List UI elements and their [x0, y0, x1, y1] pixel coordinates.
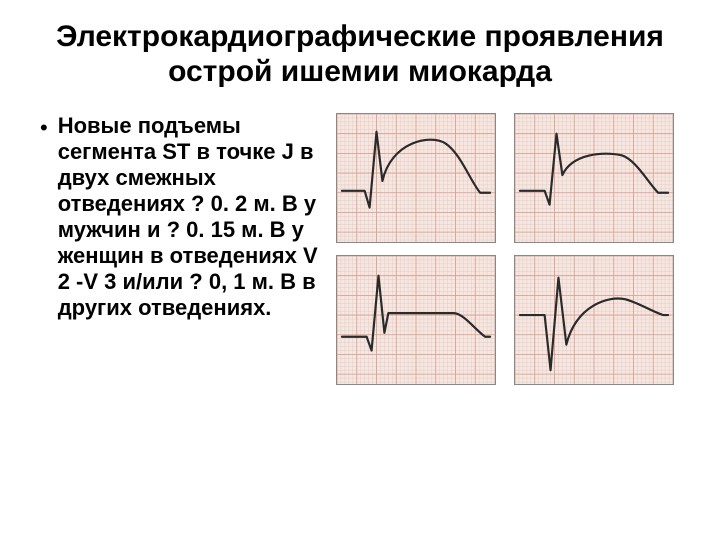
ecg-grid [336, 113, 680, 385]
bullet-marker: • [40, 117, 48, 139]
page-title: Электрокардиографические проявления остр… [40, 20, 680, 89]
ecg-panel-bottom-right [514, 255, 674, 385]
bullet-block: • Новые подъемы сегмента ST в точке J в … [40, 113, 320, 321]
ecg-panel-bottom-left [336, 255, 496, 385]
ecg-panel-top-right [514, 113, 674, 243]
ecg-panel-top-left [336, 113, 496, 243]
content-row: • Новые подъемы сегмента ST в точке J в … [40, 113, 680, 385]
bullet-text: Новые подъемы сегмента ST в точке J в дв… [58, 113, 320, 321]
